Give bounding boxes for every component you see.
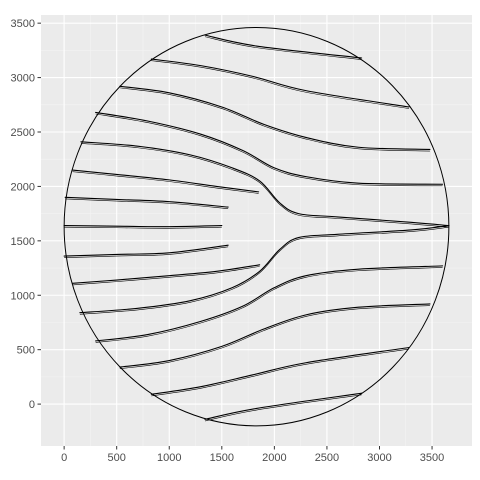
x-tick-label: 2000 xyxy=(262,452,286,464)
streamline-4 xyxy=(95,111,444,185)
streamline-4-trace xyxy=(95,113,443,187)
y-tick-label: 2000 xyxy=(11,181,35,193)
x-tick-label: 3500 xyxy=(420,452,444,464)
x-tick-label: 500 xyxy=(108,452,126,464)
y-tick-label: 500 xyxy=(17,345,35,357)
streamlines xyxy=(63,34,450,422)
x-tick-label: 1000 xyxy=(157,452,181,464)
streamline-12-trace xyxy=(95,267,443,343)
streamline-2 xyxy=(150,58,410,108)
streamline-10 xyxy=(71,264,261,284)
streamline-3-trace xyxy=(119,87,430,152)
streamline-1 xyxy=(204,34,363,59)
streamline-13-trace xyxy=(119,305,430,369)
streamline-11 xyxy=(79,225,450,314)
streamline-14-trace xyxy=(151,348,409,397)
streamline-11-trace xyxy=(79,226,449,315)
streamline-13 xyxy=(119,303,431,368)
streamline-5 xyxy=(80,141,450,227)
streamline-3 xyxy=(119,85,431,150)
y-axis: 0 500 1000 1500 2000 2500 3000 3500 xyxy=(11,18,41,411)
streamline-7 xyxy=(64,196,229,208)
y-tick-label: 3500 xyxy=(11,18,35,30)
minor-gridlines xyxy=(41,15,472,446)
streamline-12 xyxy=(95,265,444,342)
streamline-9-trace xyxy=(64,246,229,258)
streamline-6 xyxy=(71,169,260,193)
x-tick-label: 2500 xyxy=(315,452,339,464)
streamline-6-trace xyxy=(72,171,259,194)
streamline-2-trace xyxy=(151,60,409,109)
streamline-10-trace xyxy=(72,266,260,286)
x-tick-label: 0 xyxy=(61,452,67,464)
streamline-5-trace xyxy=(80,143,449,228)
x-tick-label: 3000 xyxy=(367,452,391,464)
streamline-8-trace xyxy=(64,226,222,229)
x-axis: 0 500 1000 1500 2000 2500 3000 3500 xyxy=(61,446,444,464)
boundary-circle xyxy=(63,27,450,427)
y-tick-label: 2500 xyxy=(11,127,35,139)
y-tick-label: 3000 xyxy=(11,73,35,85)
y-tick-label: 1500 xyxy=(11,236,35,248)
streamline-14 xyxy=(150,346,410,395)
x-tick-label: 1500 xyxy=(210,452,234,464)
y-tick-label: 0 xyxy=(29,399,35,411)
streamline-8 xyxy=(63,225,223,228)
y-tick-label: 1000 xyxy=(11,290,35,302)
streamline-15-trace xyxy=(204,394,362,422)
streamline-1-trace xyxy=(204,36,362,60)
streamline-7-trace xyxy=(65,198,229,209)
plot-area xyxy=(63,27,450,427)
streamline-15 xyxy=(204,392,363,420)
streamline-9 xyxy=(63,244,229,257)
